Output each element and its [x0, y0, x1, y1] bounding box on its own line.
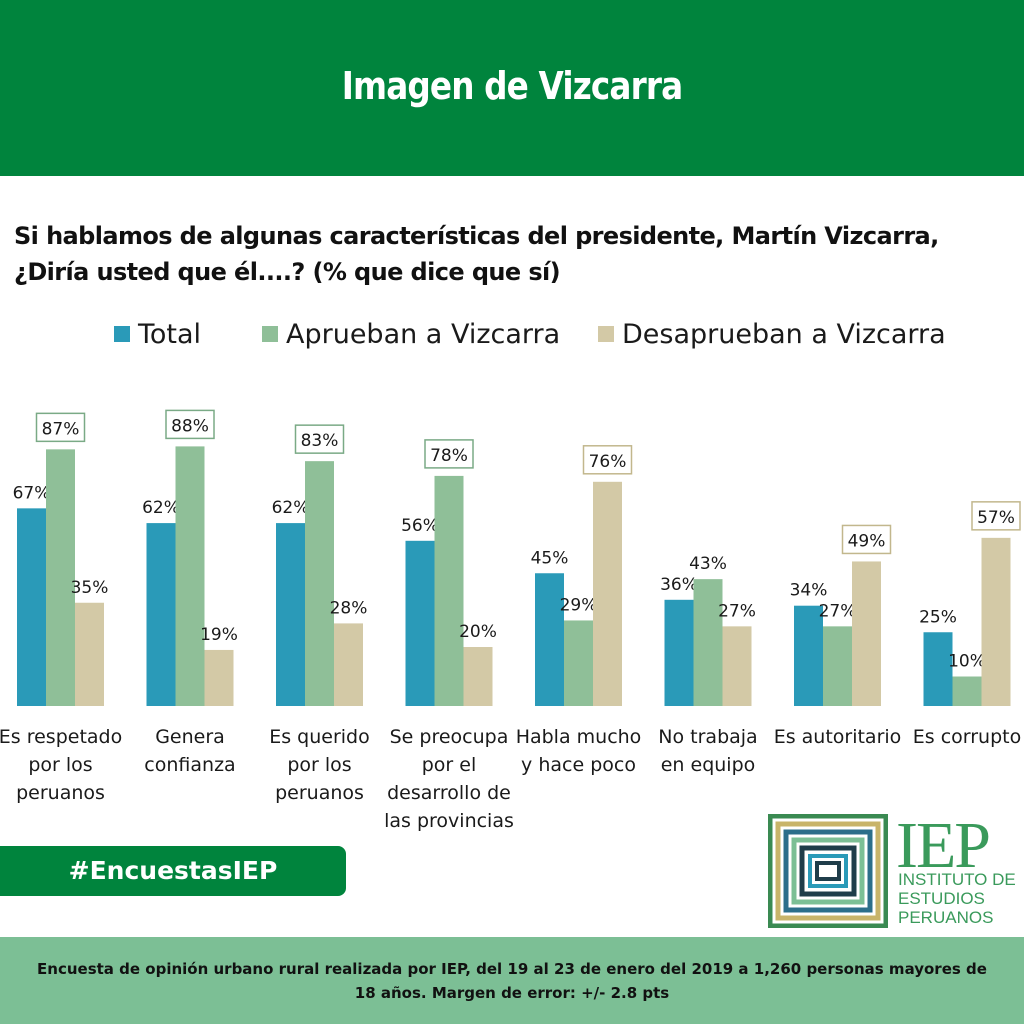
value-label-1-1: 88%: [171, 416, 209, 436]
bar-0-7: [923, 632, 953, 706]
category-label-0-2: peruanos: [16, 782, 105, 804]
legend-item-aprueban: Aprueban a Vizcarra: [262, 314, 560, 354]
value-label-1-3: 78%: [430, 446, 468, 466]
legend-label-aprueban: Aprueban a Vizcarra: [286, 318, 561, 350]
value-box-1-1: [165, 409, 215, 440]
footer-banner: Encuesta de opinión urbano rural realiza…: [0, 937, 1024, 1024]
legend-swatch-aprueban: [262, 326, 278, 342]
category-label-3-3: las provincias: [384, 810, 514, 832]
category-label-2-2: peruanos: [275, 782, 364, 804]
value-box-2-6: [841, 524, 892, 555]
value-label-2-1: 19%: [200, 625, 238, 645]
bar-1-3: [434, 475, 464, 706]
category-label-2-0: Es querido: [269, 726, 370, 748]
value-label-0-0: 67%: [13, 483, 51, 503]
bar-0-0: [17, 508, 46, 706]
value-label-2-4: 76%: [589, 452, 627, 472]
value-box-2-7: [971, 501, 1021, 531]
value-label-1-0: 87%: [42, 419, 80, 439]
bar-1-1: [175, 446, 205, 706]
value-label-0-5: 36%: [660, 575, 698, 595]
bar-chart: 67% 87% 35% Es respetado por los peruanos 62% 8…: [0, 409, 1021, 832]
value-label-1-5: 43%: [689, 554, 727, 574]
bar-2-7: [981, 537, 1011, 706]
value-box-1-2: [294, 424, 345, 454]
bar-0-1: [146, 523, 176, 706]
legend-swatch-total: [114, 326, 130, 342]
bar-2-4: [593, 481, 622, 706]
iep-logo: IEP INSTITUTO DE ESTUDIOS PERUANOS: [768, 809, 1018, 928]
bar-1-5: [693, 579, 723, 706]
survey-question: Si hablamos de algunas características d…: [14, 222, 939, 286]
value-label-0-2: 62%: [272, 498, 310, 518]
value-label-2-0: 35%: [71, 578, 109, 598]
legend-swatch-desaprueban: [598, 326, 614, 342]
value-label-1-2: 83%: [301, 431, 339, 451]
value-label-1-7: 10%: [948, 652, 986, 672]
value-label-1-6: 27%: [819, 601, 857, 621]
logo-line-3: PERUANOS: [898, 908, 994, 927]
legend-label-desaprueban: Desaprueban a Vizcarra: [622, 318, 946, 350]
category-label-5-0: No trabaja: [658, 726, 757, 748]
value-label-2-2: 28%: [330, 598, 368, 618]
category-label-7-0: Es corrupto: [913, 726, 1021, 748]
bar-0-6: [794, 605, 823, 706]
category-label-2-1: por los: [287, 754, 351, 776]
legend-item-desaprueban: Desaprueban a Vizcarra: [598, 314, 946, 354]
bar-2-5: [722, 626, 752, 706]
category-label-4-0: Habla mucho: [516, 726, 642, 748]
category-label-6-0: Es autoritario: [774, 726, 902, 748]
page-title: Imagen de Vizcarra: [341, 64, 683, 108]
value-label-0-7: 25%: [919, 607, 957, 627]
bar-0-4: [535, 573, 564, 706]
chart-legend: Total Aprueban a Vizcarra Desaprueban a …: [0, 314, 1024, 354]
category-label-0-0: Es respetado: [0, 726, 122, 748]
hashtag-banner: #EncuestasIEP: [0, 846, 346, 896]
value-label-2-5: 27%: [718, 601, 756, 621]
category-label-1-1: confianza: [144, 754, 235, 776]
bar-0-2: [276, 523, 305, 706]
logo-line-2: ESTUDIOS: [898, 889, 985, 908]
category-label-4-1: y hace poco: [521, 754, 636, 776]
bar-2-1: [204, 649, 234, 706]
header-banner: Imagen de Vizcarra: [0, 0, 1024, 176]
value-label-0-1: 62%: [142, 498, 180, 518]
category-label-5-1: en equipo: [661, 754, 756, 776]
category-label-3-0: Se preocupa: [390, 726, 509, 748]
bar-2-0: [75, 602, 104, 706]
value-box-2-4: [582, 445, 633, 475]
value-label-1-4: 29%: [560, 595, 598, 615]
logo-line-1: INSTITUTO DE: [898, 870, 1016, 889]
bar-2-3: [463, 647, 493, 706]
value-box-1-0: [35, 412, 86, 443]
bar-1-6: [823, 626, 852, 706]
hashtag-text: #EncuestasIEP: [68, 856, 278, 885]
bar-1-4: [564, 620, 593, 706]
value-label-2-7: 57%: [977, 508, 1015, 528]
legend-label-total: Total: [138, 318, 202, 350]
iep-logo-mark-icon: [768, 814, 888, 928]
bar-1-7: [952, 676, 982, 706]
bar-2-6: [852, 561, 881, 706]
category-label-3-2: desarrollo de: [387, 782, 511, 804]
bar-0-3: [405, 540, 435, 706]
value-label-2-3: 20%: [459, 622, 497, 642]
value-label-2-6: 49%: [848, 531, 886, 551]
category-label-3-1: por el: [422, 754, 477, 776]
bar-1-0: [46, 449, 75, 706]
bar-1-2: [305, 461, 334, 706]
category-label-1-0: Genera: [155, 726, 225, 748]
category-label-0-1: por los: [28, 754, 92, 776]
value-label-0-4: 45%: [531, 548, 569, 568]
footer-note: Encuesta de opinión urbano rural realiza…: [37, 960, 987, 1002]
legend-item-total: Total: [114, 314, 201, 354]
value-label-0-3: 56%: [401, 516, 439, 536]
value-box-1-3: [424, 439, 474, 469]
bar-2-2: [334, 623, 363, 706]
value-label-0-6: 34%: [790, 581, 828, 601]
bar-0-5: [664, 599, 694, 706]
logo-abbr: IEP: [896, 809, 991, 882]
